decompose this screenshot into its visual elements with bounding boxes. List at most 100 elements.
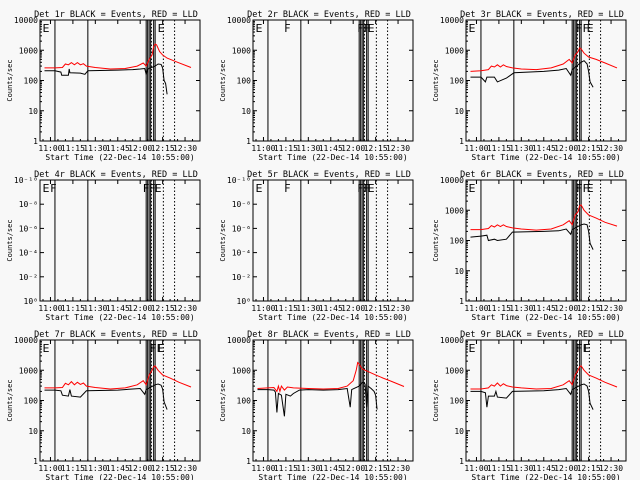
- x-tick-label: 11:15: [61, 144, 85, 153]
- event-marker: E: [43, 182, 50, 195]
- x-tick-label: 12:30: [386, 304, 410, 313]
- x-tick-label: 12:30: [599, 464, 623, 473]
- y-tick-label: 10⁻⁴: [19, 249, 38, 258]
- x-tick-label: 12:00: [554, 464, 578, 473]
- x-tick-label: 11:15: [487, 144, 511, 153]
- series-red-lld: [470, 47, 618, 72]
- panel-7: Det 7r BLACK = Events, RED = LLD11:0011:…: [6, 330, 201, 480]
- x-tick-label: 12:00: [128, 144, 152, 153]
- x-axis-label: Start Time (22-Dec-14 10:55:00): [258, 313, 407, 322]
- panel-3: Det 3r BLACK = Events, RED = LLD11:0011:…: [432, 10, 627, 162]
- y-tick-label: 100: [450, 77, 465, 86]
- series-red-lld: [470, 204, 618, 231]
- x-tick-label: 12:15: [364, 144, 388, 153]
- x-tick-label: 12:15: [577, 464, 601, 473]
- x-tick-label: 11:30: [296, 304, 320, 313]
- panel-1: Det 1r BLACK = Events, RED = LLD11:0011:…: [6, 10, 201, 162]
- x-tick-label: 11:15: [61, 464, 85, 473]
- y-axis-label: Counts/sec: [432, 59, 440, 101]
- x-axis-label: Start Time (22-Dec-14 10:55:00): [471, 153, 620, 162]
- y-tick-label: 100: [237, 397, 252, 406]
- y-tick-label: 10000: [14, 16, 38, 25]
- panel-4: Det 4r BLACK = Events, RED = LLD 11:00 11:…: [6, 170, 201, 322]
- x-tick-label: 12:30: [173, 464, 197, 473]
- y-tick-label: 1000: [19, 366, 38, 375]
- panel-title: Det 6r BLACK = Events, RED = LLD: [460, 170, 624, 180]
- event-marker: E: [43, 342, 50, 355]
- y-tick-label: 1000: [232, 46, 251, 55]
- x-tick-label: 12:00: [554, 304, 578, 313]
- panel-title: Det 1r BLACK = Events, RED = LLD: [34, 10, 198, 20]
- x-tick-label: 12:00: [554, 144, 578, 153]
- x-tick-label: 12:15: [577, 144, 601, 153]
- event-marker: FF: [150, 342, 163, 355]
- y-axis-label: Counts/sec: [432, 379, 440, 421]
- event-marker: FF: [143, 182, 156, 195]
- y-axis-label: Counts/sec: [219, 59, 227, 101]
- x-tick-label: 12:15: [151, 304, 175, 313]
- panel-2: Det 2r BLACK = Events, RED = LLD11:0011:…: [219, 10, 414, 162]
- x-tick-label: 11:00: [38, 464, 62, 473]
- series-red-lld: [44, 365, 192, 390]
- x-axis-label: Start Time (22-Dec-14 10:55:00): [45, 153, 194, 162]
- panel-title: Det 4r BLACK = Events, RED = LLD: [34, 170, 198, 180]
- y-tick-label: 1000: [445, 366, 464, 375]
- event-marker: E: [469, 342, 476, 355]
- panel-9: Det 9r BLACK = Events, RED = LLD11:0011:…: [432, 330, 627, 480]
- x-tick-label: 11:30: [83, 304, 107, 313]
- x-tick-label: 12:15: [364, 464, 388, 473]
- panel-5: Det 5r BLACK = Events, RED = LLD11:0011:…: [219, 170, 414, 322]
- x-tick-label: 11:30: [296, 144, 320, 153]
- y-axis-label: Counts/sec: [219, 219, 227, 261]
- y-tick-label: 10⁻¹⁰: [14, 176, 38, 185]
- x-tick-label: 11:00: [251, 304, 275, 313]
- x-tick-label: 11:00: [38, 304, 62, 313]
- event-marker: FF: [576, 22, 589, 35]
- series-red-lld: [44, 43, 192, 70]
- x-tick-label: 11:15: [274, 144, 298, 153]
- y-tick-label: 100: [24, 77, 39, 86]
- event-marker: E: [256, 182, 263, 195]
- x-tick-label: 12:00: [341, 304, 365, 313]
- y-tick-label: 10⁻¹⁰: [227, 176, 251, 185]
- y-tick-label: 100: [450, 237, 465, 246]
- x-tick-label: 12:00: [341, 464, 365, 473]
- x-tick-label: 12:30: [386, 464, 410, 473]
- event-marker: FF: [576, 182, 589, 195]
- event-marker: E: [368, 22, 375, 35]
- x-tick-label: 11:30: [296, 464, 320, 473]
- y-axis-label: Counts/sec: [432, 219, 440, 261]
- series-black-events: [470, 383, 594, 410]
- y-tick-label: 10: [454, 267, 464, 276]
- event-marker: E: [587, 182, 594, 195]
- y-tick-label: 10⁻⁶: [232, 224, 251, 233]
- y-tick-label: 1: [246, 137, 251, 146]
- x-tick-label: 11:00: [38, 144, 62, 153]
- series-red-lld: [470, 365, 618, 390]
- x-tick-label: 12:15: [577, 304, 601, 313]
- y-tick-label: 10⁻²: [232, 273, 251, 282]
- y-tick-label: 1: [459, 457, 464, 466]
- event-marker: E: [43, 22, 50, 35]
- series-black-events: [470, 223, 594, 250]
- panel-6: Det 6r BLACK = Events, RED = LLD11:0011:…: [432, 170, 627, 322]
- x-tick-label: 12:30: [386, 144, 410, 153]
- x-tick-label: 12:30: [599, 304, 623, 313]
- plot-frame: [252, 339, 414, 462]
- y-tick-label: 100: [24, 397, 39, 406]
- y-axis-label: Counts/sec: [6, 219, 14, 261]
- plot-frame: [252, 19, 414, 142]
- series-red-lld: [257, 361, 405, 394]
- y-tick-label: 1000: [232, 366, 251, 375]
- y-tick-label: 1: [459, 137, 464, 146]
- y-axis-label: Counts/sec: [219, 379, 227, 421]
- event-marker: E: [155, 182, 162, 195]
- y-tick-label: 10000: [440, 16, 464, 25]
- x-tick-label: 11:45: [106, 144, 130, 153]
- y-tick-label: 1000: [445, 206, 464, 215]
- y-tick-label: 10⁻⁴: [232, 249, 251, 258]
- x-tick-label: 12:30: [173, 304, 197, 313]
- x-axis-label: Start Time (22-Dec-14 10:55:00): [45, 313, 194, 322]
